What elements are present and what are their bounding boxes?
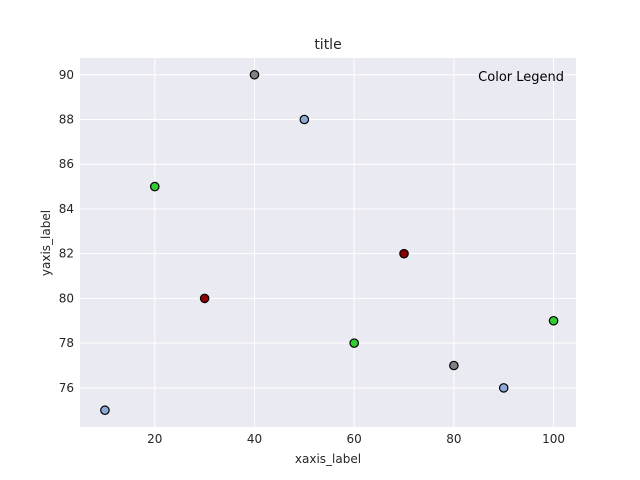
data-point — [299, 114, 310, 125]
data-point — [100, 405, 110, 416]
y-tick-label: 76 — [59, 381, 74, 395]
data-point — [449, 360, 459, 371]
x-tick-label: 100 — [542, 432, 565, 446]
x-tick-label: 40 — [247, 432, 262, 446]
legend-title: Color Legend — [478, 70, 564, 85]
data-points — [100, 69, 559, 416]
grid-lines — [80, 58, 576, 427]
x-tick-label: 20 — [147, 432, 162, 446]
y-axis-label: yaxis_label — [39, 210, 53, 276]
y-tick-labels: 76 78 80 82 84 86 88 90 — [59, 68, 74, 395]
y-tick-label: 80 — [59, 291, 74, 305]
data-point — [249, 69, 260, 80]
y-tick-label: 90 — [59, 68, 74, 82]
y-tick-label: 82 — [59, 247, 74, 261]
data-point — [199, 293, 210, 304]
x-tick-labels: 20 40 60 80 100 — [147, 432, 565, 446]
y-tick-label: 88 — [59, 113, 74, 127]
y-tick-label: 78 — [59, 336, 74, 350]
x-tick-label: 80 — [446, 432, 461, 446]
y-tick-label: 86 — [59, 157, 74, 171]
data-point — [498, 383, 509, 393]
data-point — [149, 181, 160, 192]
y-tick-label: 84 — [59, 202, 74, 216]
data-point — [349, 338, 359, 348]
x-tick-label: 60 — [347, 432, 362, 446]
chart-title: title — [314, 37, 341, 53]
data-point — [399, 248, 409, 259]
data-point — [548, 315, 559, 326]
x-axis-label: xaxis_label — [295, 452, 361, 466]
